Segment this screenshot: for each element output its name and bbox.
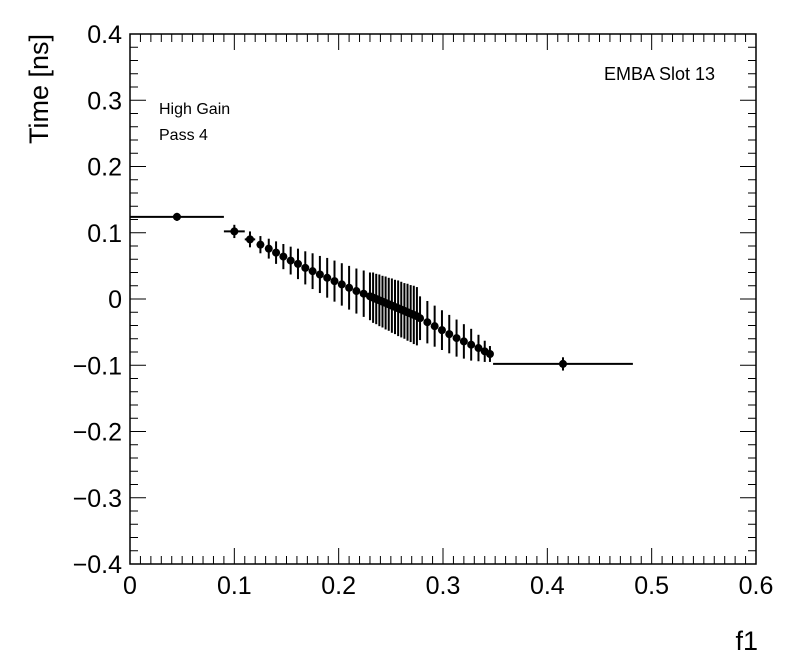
x-axis-tick-labels: 0 0.1 0.2 0.3 0.4 0.5 0.6 bbox=[123, 572, 773, 600]
y-tick-label: 0.3 bbox=[87, 87, 122, 115]
data-point bbox=[308, 253, 317, 290]
data-point bbox=[130, 212, 224, 221]
y-axis-tick-labels: −0.4 −0.3 −0.2 −0.1 0 0.1 0.2 0.3 0.4 bbox=[73, 21, 122, 579]
y-tick-label: −0.4 bbox=[73, 551, 122, 579]
data-point bbox=[445, 314, 454, 354]
point-marker bbox=[445, 330, 454, 339]
point-marker bbox=[286, 256, 295, 265]
data-marks bbox=[130, 212, 633, 371]
x-axis-title: f1 bbox=[735, 626, 758, 656]
point-marker bbox=[256, 240, 265, 249]
data-point bbox=[301, 251, 310, 285]
point-marker bbox=[330, 277, 339, 286]
point-marker bbox=[430, 322, 439, 331]
x-tick-label: 0 bbox=[123, 572, 137, 600]
data-point bbox=[223, 224, 245, 239]
point-marker bbox=[272, 248, 281, 257]
data-point bbox=[437, 310, 446, 351]
point-marker bbox=[437, 326, 446, 335]
point-marker bbox=[416, 314, 425, 323]
data-point bbox=[315, 255, 324, 294]
point-marker bbox=[245, 235, 254, 244]
data-point bbox=[430, 305, 439, 347]
x-tick-label: 0.5 bbox=[634, 572, 669, 600]
data-point bbox=[244, 231, 256, 248]
point-marker bbox=[172, 212, 181, 221]
y-tick-label: 0.1 bbox=[87, 220, 122, 248]
data-point bbox=[256, 236, 265, 254]
point-marker bbox=[452, 334, 461, 343]
point-marker bbox=[301, 263, 310, 272]
point-marker bbox=[558, 359, 567, 368]
y-axis-ticks bbox=[130, 33, 756, 565]
point-marker bbox=[315, 270, 324, 279]
y-tick-label: 0.4 bbox=[87, 21, 122, 49]
point-marker bbox=[467, 340, 476, 349]
point-marker bbox=[279, 252, 288, 261]
y-tick-label: 0 bbox=[108, 286, 122, 314]
data-point bbox=[467, 328, 476, 361]
point-marker bbox=[230, 227, 239, 236]
point-marker bbox=[352, 287, 361, 296]
point-marker bbox=[323, 273, 332, 282]
data-point bbox=[286, 246, 295, 275]
pass-label: Pass 4 bbox=[159, 127, 208, 144]
point-marker bbox=[423, 318, 432, 327]
data-point bbox=[293, 248, 302, 280]
y-tick-label: −0.1 bbox=[73, 352, 122, 380]
x-tick-label: 0.3 bbox=[426, 572, 461, 600]
data-point bbox=[474, 334, 483, 362]
y-tick-label: −0.3 bbox=[73, 485, 122, 513]
data-point bbox=[272, 241, 281, 264]
data-point bbox=[337, 263, 346, 306]
data-point bbox=[330, 260, 339, 302]
gain-label: High Gain bbox=[159, 101, 230, 118]
data-point bbox=[493, 357, 633, 371]
data-point bbox=[452, 319, 461, 357]
data-point bbox=[485, 346, 494, 362]
point-marker bbox=[337, 280, 346, 289]
point-marker bbox=[474, 344, 483, 353]
x-tick-label: 0.4 bbox=[530, 572, 565, 600]
x-tick-label: 0.2 bbox=[321, 572, 356, 600]
point-marker bbox=[485, 349, 494, 358]
data-point bbox=[345, 265, 354, 310]
point-marker bbox=[264, 244, 273, 253]
data-point bbox=[423, 300, 432, 344]
x-tick-label: 0.1 bbox=[217, 572, 252, 600]
y-tick-label: −0.2 bbox=[73, 419, 122, 447]
point-marker bbox=[359, 289, 368, 298]
data-point bbox=[352, 268, 361, 314]
point-marker bbox=[308, 267, 317, 276]
y-tick-label: 0.2 bbox=[87, 154, 122, 182]
data-point bbox=[279, 244, 288, 270]
data-point bbox=[264, 238, 273, 259]
data-point bbox=[416, 296, 425, 341]
point-marker bbox=[345, 283, 354, 292]
data-point bbox=[459, 324, 468, 359]
point-marker bbox=[459, 337, 468, 346]
x-tick-label: 0.6 bbox=[739, 572, 774, 600]
slot-label: EMBA Slot 13 bbox=[604, 64, 715, 84]
data-point bbox=[359, 270, 368, 317]
data-point bbox=[323, 257, 332, 298]
y-axis-title: Time [ns] bbox=[24, 34, 54, 144]
point-marker bbox=[293, 259, 302, 268]
